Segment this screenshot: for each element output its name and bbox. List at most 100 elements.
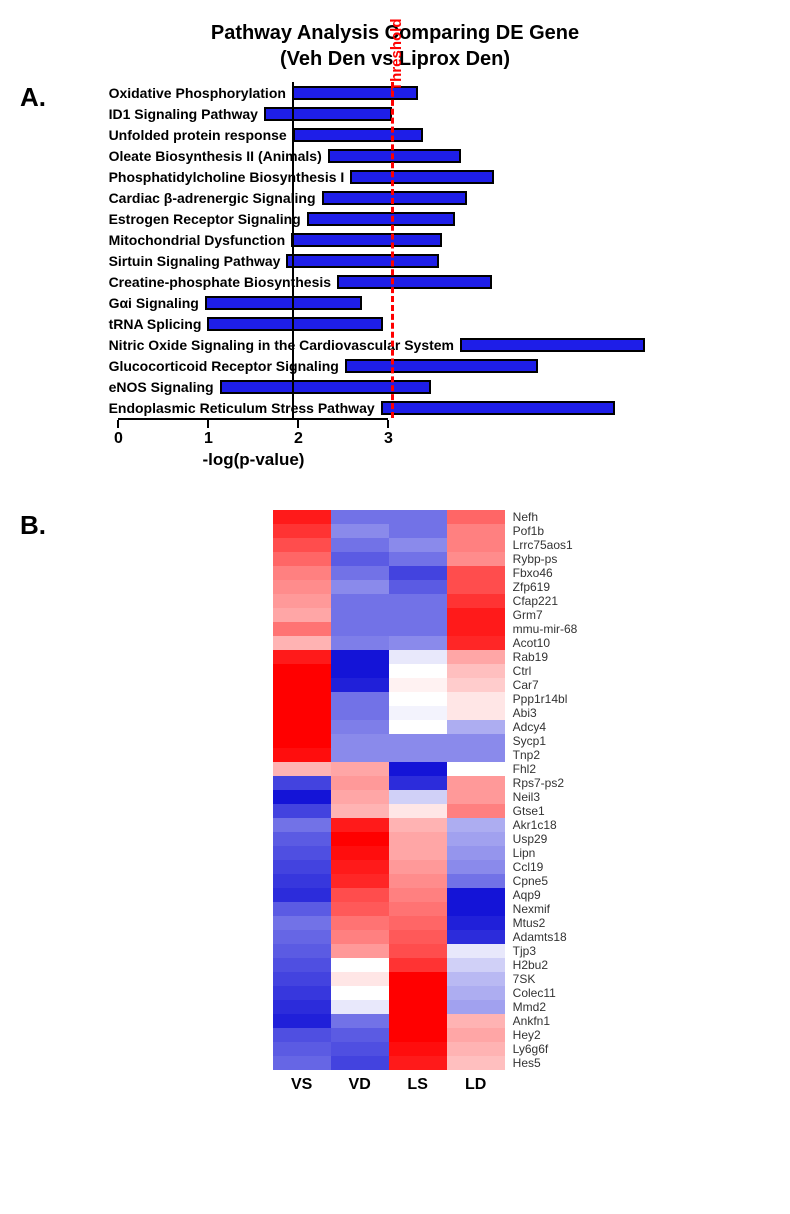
heatmap-cell bbox=[273, 622, 331, 636]
heatmap-cell bbox=[389, 972, 447, 986]
heatmap-cell bbox=[389, 1014, 447, 1028]
heatmap-cell bbox=[273, 706, 331, 720]
heatmap-row: Usp29 bbox=[273, 832, 578, 846]
heatmap-row: Hey2 bbox=[273, 1028, 578, 1042]
heatmap-row: Rybp-ps bbox=[273, 552, 578, 566]
heatmap-cell bbox=[273, 944, 331, 958]
heatmap-cell bbox=[273, 664, 331, 678]
heatmap-cell bbox=[389, 874, 447, 888]
bar-label: Gαi Signaling bbox=[109, 295, 205, 311]
heatmap-cell bbox=[273, 734, 331, 748]
bar bbox=[207, 317, 383, 331]
heatmap-row: Ppp1r14bl bbox=[273, 692, 578, 706]
gene-label: Mmd2 bbox=[505, 1000, 546, 1014]
heatmap-cell bbox=[273, 972, 331, 986]
heatmap-cell bbox=[273, 888, 331, 902]
heatmap-cell bbox=[331, 594, 389, 608]
gene-label: Tnp2 bbox=[505, 748, 540, 762]
heatmap-cell bbox=[273, 636, 331, 650]
gene-label: Hey2 bbox=[505, 1028, 541, 1042]
heatmap-cell bbox=[331, 692, 389, 706]
heatmap-cell bbox=[447, 1028, 505, 1042]
bar-label: eNOS Signaling bbox=[109, 379, 220, 395]
heatmap-cell bbox=[389, 692, 447, 706]
heatmap-cell bbox=[447, 608, 505, 622]
heatmap-cell bbox=[389, 1000, 447, 1014]
gene-label: Ppp1r14bl bbox=[505, 692, 568, 706]
bar-row: ID1 Signaling Pathway bbox=[109, 103, 730, 124]
heatmap-cell bbox=[273, 594, 331, 608]
heatmap-cell bbox=[331, 622, 389, 636]
heatmap-cell bbox=[331, 636, 389, 650]
heatmap-column-label: VS bbox=[273, 1076, 331, 1094]
y-axis bbox=[292, 82, 294, 418]
heatmap-cell bbox=[447, 650, 505, 664]
gene-label: Car7 bbox=[505, 678, 539, 692]
gene-label: Usp29 bbox=[505, 832, 548, 846]
heatmap-row: Ctrl bbox=[273, 664, 578, 678]
panel-b: B. NefhPof1bLrrc75aos1Rybp-psFbxo46Zfp61… bbox=[20, 510, 770, 1094]
heatmap-row: Rps7-ps2 bbox=[273, 776, 578, 790]
gene-label: mmu-mir-68 bbox=[505, 622, 578, 636]
x-axis-title: -log(p-value) bbox=[118, 450, 388, 470]
heatmap-row: Nefh bbox=[273, 510, 578, 524]
heatmap-row: Gtse1 bbox=[273, 804, 578, 818]
bar bbox=[322, 191, 468, 205]
heatmap-row: Mtus2 bbox=[273, 916, 578, 930]
heatmap-cell bbox=[389, 566, 447, 580]
gene-label: Nefh bbox=[505, 510, 538, 524]
bar-label: Glucocorticoid Receptor Signaling bbox=[109, 358, 345, 374]
threshold-label: Threshold bbox=[388, 18, 405, 91]
heatmap-cell bbox=[389, 552, 447, 566]
heatmap-cell bbox=[273, 916, 331, 930]
heatmap-column-label: LS bbox=[389, 1076, 447, 1094]
heatmap-row: Lrrc75aos1 bbox=[273, 538, 578, 552]
heatmap-cell bbox=[273, 958, 331, 972]
heatmap-cell bbox=[273, 748, 331, 762]
heatmap-row: H2bu2 bbox=[273, 958, 578, 972]
gene-label: Fhl2 bbox=[505, 762, 536, 776]
bar bbox=[293, 128, 424, 142]
heatmap-cell bbox=[331, 916, 389, 930]
heatmap-cell bbox=[331, 776, 389, 790]
heatmap-cell bbox=[331, 818, 389, 832]
gene-label: Hes5 bbox=[505, 1056, 541, 1070]
heatmap-row: Abi3 bbox=[273, 706, 578, 720]
heatmap-cell bbox=[389, 888, 447, 902]
heatmap-cell bbox=[331, 664, 389, 678]
heatmap-cell bbox=[273, 510, 331, 524]
heatmap-cell bbox=[331, 510, 389, 524]
heatmap-cell bbox=[447, 1056, 505, 1070]
heatmap-cell bbox=[331, 1028, 389, 1042]
heatmap-cell bbox=[447, 510, 505, 524]
bar-row: Mitochondrial Dysfunction bbox=[109, 229, 730, 250]
heatmap-cell bbox=[389, 720, 447, 734]
bar-label: Endoplasmic Reticulum Stress Pathway bbox=[109, 400, 381, 416]
gene-label: Grm7 bbox=[505, 608, 543, 622]
heatmap-cell bbox=[389, 748, 447, 762]
threshold-line bbox=[391, 82, 394, 418]
heatmap-cell bbox=[389, 930, 447, 944]
heatmap-cell bbox=[273, 1028, 331, 1042]
heatmap-row: Fbxo46 bbox=[273, 566, 578, 580]
heatmap-cell bbox=[273, 538, 331, 552]
heatmap-cell bbox=[273, 1056, 331, 1070]
heatmap-cell bbox=[273, 524, 331, 538]
heatmap-cell bbox=[389, 524, 447, 538]
heatmap-row: Neil3 bbox=[273, 790, 578, 804]
gene-label: Zfp619 bbox=[505, 580, 550, 594]
heatmap-cell bbox=[331, 1042, 389, 1056]
gene-label: Aqp9 bbox=[505, 888, 541, 902]
heatmap-cell bbox=[447, 734, 505, 748]
heatmap-row: Ly6g6f bbox=[273, 1042, 578, 1056]
heatmap-row: Acot10 bbox=[273, 636, 578, 650]
heatmap-cell bbox=[447, 664, 505, 678]
heatmap-cell bbox=[273, 930, 331, 944]
heatmap-cell bbox=[389, 1056, 447, 1070]
heatmap-row: Aqp9 bbox=[273, 888, 578, 902]
heatmap-cell bbox=[447, 720, 505, 734]
heatmap-cell bbox=[273, 692, 331, 706]
gene-label: Gtse1 bbox=[505, 804, 545, 818]
bar bbox=[350, 170, 494, 184]
heatmap-row: Akr1c18 bbox=[273, 818, 578, 832]
